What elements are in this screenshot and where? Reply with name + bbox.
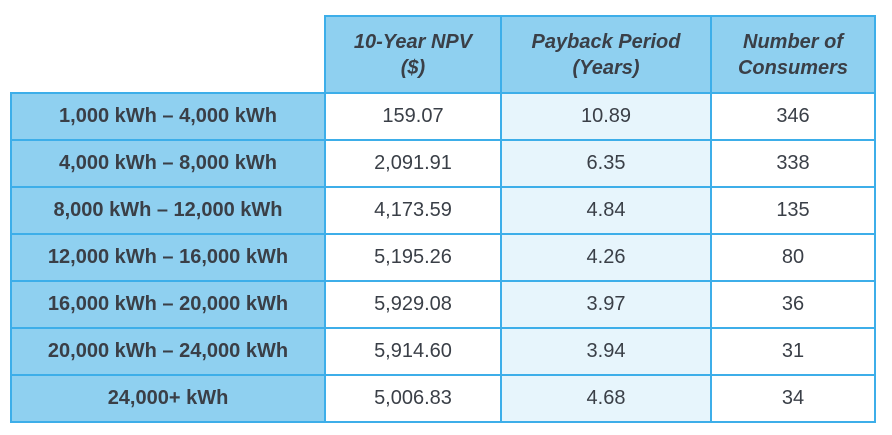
header-payback-line1: Payback Period bbox=[531, 30, 681, 53]
header-row: 10-Year NPV ($) Payback Period (Years) N… bbox=[11, 15, 876, 94]
payback-cell: 4.68 bbox=[500, 374, 712, 423]
npv-cell: 5,929.08 bbox=[324, 280, 502, 329]
payback-cell: 10.89 bbox=[500, 92, 712, 141]
payback-cell: 6.35 bbox=[500, 139, 712, 188]
consumers-cell: 80 bbox=[710, 233, 876, 282]
row-range-label: 20,000 kWh – 24,000 kWh bbox=[10, 327, 326, 376]
table-row: 20,000 kWh – 24,000 kWh 5,914.60 3.94 31 bbox=[10, 327, 876, 376]
row-range-label: 1,000 kWh – 4,000 kWh bbox=[10, 92, 326, 141]
payback-cell: 4.26 bbox=[500, 233, 712, 282]
header-consumers-line1: Number of bbox=[743, 30, 843, 53]
consumers-cell: 135 bbox=[710, 186, 876, 235]
row-range-label: 8,000 kWh – 12,000 kWh bbox=[10, 186, 326, 235]
table-row: 4,000 kWh – 8,000 kWh 2,091.91 6.35 338 bbox=[10, 139, 876, 188]
npv-table-container: 10-Year NPV ($) Payback Period (Years) N… bbox=[10, 15, 876, 423]
header-consumers-line2: Consumers bbox=[737, 56, 849, 79]
consumers-cell: 338 bbox=[710, 139, 876, 188]
table-row: 16,000 kWh – 20,000 kWh 5,929.08 3.97 36 bbox=[10, 280, 876, 329]
payback-cell: 3.97 bbox=[500, 280, 712, 329]
header-npv: 10-Year NPV ($) bbox=[324, 15, 502, 94]
row-range-label: 4,000 kWh – 8,000 kWh bbox=[10, 139, 326, 188]
table-row: 12,000 kWh – 16,000 kWh 5,195.26 4.26 80 bbox=[10, 233, 876, 282]
header-consumers: Number of Consumers bbox=[710, 15, 876, 94]
row-range-label: 12,000 kWh – 16,000 kWh bbox=[10, 233, 326, 282]
npv-cell: 4,173.59 bbox=[324, 186, 502, 235]
npv-cell: 5,914.60 bbox=[324, 327, 502, 376]
header-npv-line1: 10-Year NPV bbox=[353, 30, 473, 53]
npv-cell: 2,091.91 bbox=[324, 139, 502, 188]
header-npv-line2: ($) bbox=[400, 56, 426, 79]
header-payback: Payback Period (Years) bbox=[500, 15, 712, 94]
npv-cell: 159.07 bbox=[324, 92, 502, 141]
consumers-cell: 31 bbox=[710, 327, 876, 376]
table-row: 1,000 kWh – 4,000 kWh 159.07 10.89 346 bbox=[10, 92, 876, 141]
consumers-cell: 36 bbox=[710, 280, 876, 329]
npv-cell: 5,195.26 bbox=[324, 233, 502, 282]
row-range-label: 24,000+ kWh bbox=[10, 374, 326, 423]
consumers-cell: 346 bbox=[710, 92, 876, 141]
row-range-label: 16,000 kWh – 20,000 kWh bbox=[10, 280, 326, 329]
payback-cell: 4.84 bbox=[500, 186, 712, 235]
corner-cell bbox=[11, 16, 325, 93]
npv-cell: 5,006.83 bbox=[324, 374, 502, 423]
header-payback-line2: (Years) bbox=[572, 56, 640, 79]
payback-cell: 3.94 bbox=[500, 327, 712, 376]
npv-table: 10-Year NPV ($) Payback Period (Years) N… bbox=[10, 15, 876, 423]
consumers-cell: 34 bbox=[710, 374, 876, 423]
table-row: 8,000 kWh – 12,000 kWh 4,173.59 4.84 135 bbox=[10, 186, 876, 235]
table-row: 24,000+ kWh 5,006.83 4.68 34 bbox=[10, 374, 876, 423]
